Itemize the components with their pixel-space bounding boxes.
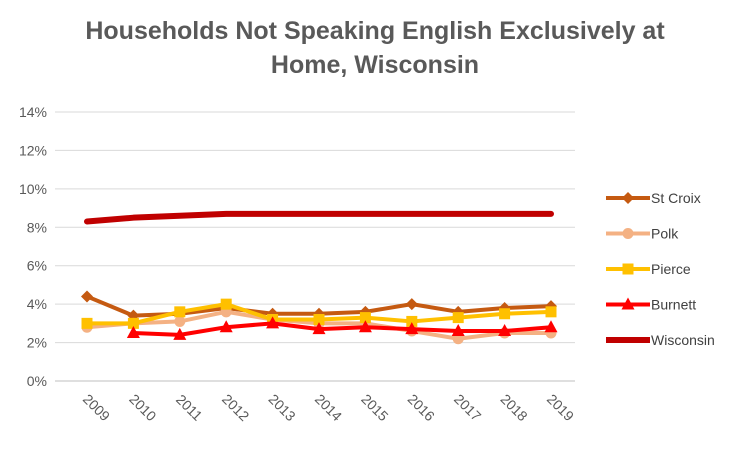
- y-tick-label: 14%: [19, 104, 47, 120]
- square-marker: [174, 306, 186, 318]
- chart-title: Households Not Speaking English Exclusiv…: [0, 14, 750, 82]
- x-tick-label: 2012: [219, 391, 252, 424]
- triangle-marker: [451, 324, 465, 337]
- y-tick-label: 8%: [27, 219, 47, 235]
- legend-label: Burnett: [651, 297, 696, 313]
- x-tick-label: 2016: [405, 391, 438, 424]
- x-tick-label: 2014: [312, 391, 345, 424]
- series-lines: [81, 210, 558, 345]
- square-marker: [81, 317, 93, 329]
- x-axis-ticks: 2009 2010 2011 2012 2013 2014 2015 2016 2017 2018…: [80, 391, 577, 424]
- triangle-marker: [312, 322, 326, 335]
- legend-label: Pierce: [651, 261, 691, 277]
- legend-item: Burnett: [606, 297, 696, 313]
- legend-item: Pierce: [606, 261, 691, 277]
- legend: St Croix Polk Pierce Burnett Wisconsin: [606, 190, 715, 348]
- triangle-marker: [498, 324, 512, 337]
- y-tick-label: 2%: [27, 335, 47, 351]
- legend-label: St Croix: [651, 190, 701, 206]
- gridlines: [55, 111, 575, 382]
- square-marker: [499, 308, 511, 320]
- x-tick-label: 2011: [173, 391, 206, 424]
- y-tick-label: 10%: [19, 181, 47, 197]
- legend-item: Polk: [606, 226, 679, 242]
- diamond-marker: [405, 298, 418, 311]
- square-marker: [406, 315, 418, 327]
- y-tick-label: 6%: [27, 258, 47, 274]
- legend-label: Wisconsin: [651, 332, 715, 348]
- chart-title-line-2: Home, Wisconsin: [270, 51, 480, 79]
- circle-marker: [174, 315, 186, 327]
- series-wisconsin: [84, 210, 554, 225]
- x-tick-label: 2018: [497, 391, 530, 424]
- triangle-marker: [266, 316, 280, 329]
- legend-label: Polk: [651, 226, 679, 242]
- diamond-marker: [622, 192, 634, 204]
- x-tick-label: 2010: [126, 391, 159, 424]
- square-marker: [313, 314, 325, 326]
- square-marker: [220, 298, 232, 310]
- square-marker: [545, 306, 557, 318]
- triangle-marker: [405, 322, 419, 335]
- triangle-marker: [126, 325, 140, 338]
- x-tick-label: 2017: [451, 391, 484, 424]
- x-tick-label: 2019: [544, 391, 577, 424]
- series-line: [84, 210, 554, 225]
- y-tick-label: 4%: [27, 296, 47, 312]
- triangle-marker: [173, 327, 187, 340]
- series-line: [131, 321, 553, 337]
- triangle-marker: [358, 320, 372, 333]
- diamond-marker: [81, 290, 93, 303]
- legend-item: Wisconsin: [606, 332, 715, 348]
- triangle-marker: [621, 297, 635, 310]
- y-tick-label: 12%: [19, 142, 47, 158]
- circle-marker: [622, 228, 634, 239]
- square-marker: [622, 263, 634, 275]
- series-burnett: [126, 316, 558, 340]
- series-pierce: [81, 298, 557, 329]
- y-axis-ticks: 0% 2% 4% 6% 8% 10% 12% 14%: [19, 104, 47, 389]
- square-marker: [452, 312, 464, 324]
- square-marker: [359, 312, 371, 324]
- x-tick-label: 2009: [80, 391, 113, 424]
- triangle-marker: [219, 320, 233, 333]
- square-marker: [127, 317, 139, 329]
- y-tick-label: 0%: [27, 373, 47, 389]
- chart-title-line-1: Households Not Speaking English Exclusiv…: [85, 17, 665, 45]
- legend-item: St Croix: [606, 190, 701, 206]
- triangle-marker: [544, 320, 558, 333]
- x-tick-label: 2013: [265, 391, 298, 424]
- x-tick-label: 2015: [358, 391, 391, 424]
